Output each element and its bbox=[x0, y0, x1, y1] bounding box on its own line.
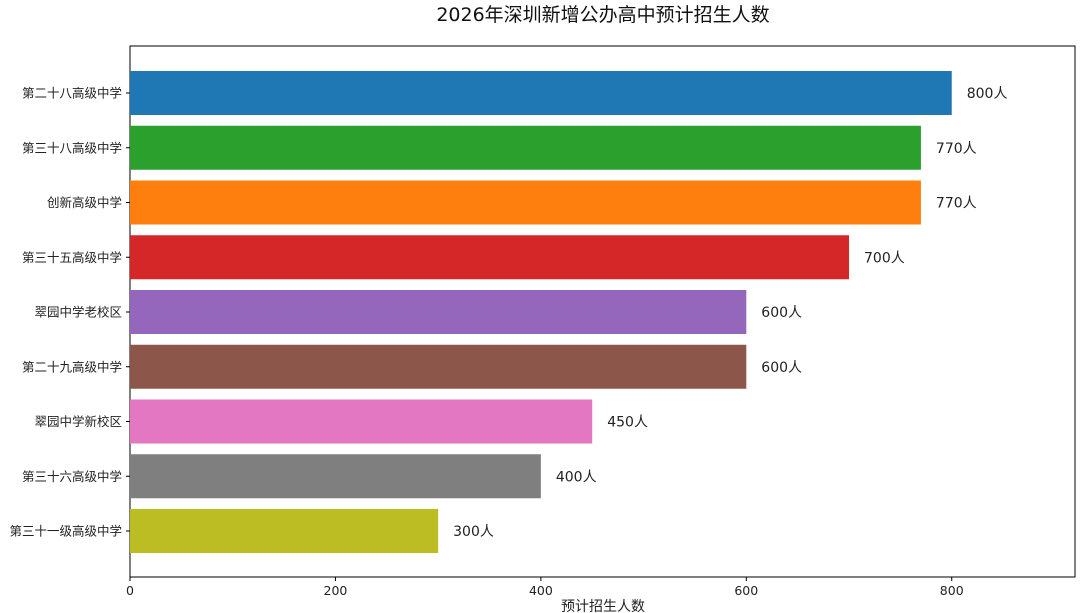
category-label: 第三十五高级中学 bbox=[22, 250, 122, 265]
category-label: 第二十九高级中学 bbox=[22, 359, 122, 374]
bar bbox=[130, 509, 439, 553]
bar bbox=[130, 399, 593, 444]
bar bbox=[130, 71, 952, 115]
category-labels: 第二十八高级中学第三十八高级中学创新高级中学第三十五高级中学翠园中学老校区第二十… bbox=[9, 86, 130, 539]
value-label: 450人 bbox=[607, 415, 648, 431]
category-label: 翠园中学老校区 bbox=[34, 305, 122, 320]
bar bbox=[130, 290, 747, 334]
bar bbox=[130, 180, 921, 225]
x-tick-label: 400 bbox=[529, 583, 553, 598]
x-axis-label: 预计招生人数 bbox=[561, 599, 645, 613]
value-label: 400人 bbox=[556, 469, 597, 485]
bar bbox=[130, 454, 541, 499]
category-label: 创新高级中学 bbox=[47, 195, 122, 210]
x-tick-label: 200 bbox=[324, 583, 348, 598]
value-label: 300人 bbox=[453, 524, 494, 540]
bar bbox=[130, 125, 921, 170]
chart-title: 2026年深圳新增公办高中预计招生人数 bbox=[436, 4, 769, 26]
bar bbox=[130, 235, 850, 280]
category-label: 第二十八高级中学 bbox=[22, 86, 122, 101]
value-label: 600人 bbox=[761, 305, 802, 321]
x-axis-ticks: 0 200 400 600 800 bbox=[126, 577, 964, 598]
x-tick-label: 0 bbox=[126, 583, 134, 598]
category-label: 第三十一级高级中学 bbox=[9, 524, 122, 539]
value-label: 700人 bbox=[864, 250, 905, 266]
value-label: 770人 bbox=[936, 196, 977, 212]
value-labels: 800人 770人 770人 700人 600人 600人 450人 400人 300人 bbox=[453, 86, 1007, 540]
value-label: 800人 bbox=[967, 86, 1008, 102]
bars-group bbox=[130, 71, 952, 553]
value-label: 770人 bbox=[936, 141, 977, 157]
category-label: 第三十八高级中学 bbox=[22, 140, 122, 155]
bar bbox=[130, 344, 747, 389]
category-label: 第三十六高级中学 bbox=[22, 469, 122, 484]
x-tick-label: 600 bbox=[734, 583, 758, 598]
x-tick-label: 800 bbox=[940, 583, 964, 598]
value-label: 600人 bbox=[761, 360, 802, 376]
category-label: 翠园中学新校区 bbox=[34, 414, 122, 429]
